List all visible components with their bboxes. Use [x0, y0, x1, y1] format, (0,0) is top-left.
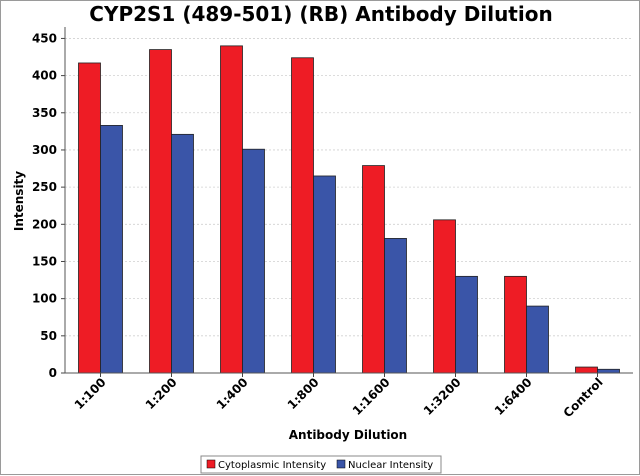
bar-nuclear [242, 148, 265, 374]
y-tick-label: 0 [49, 366, 57, 380]
x-tick-label: 1:6400 [492, 375, 535, 418]
legend-swatch-cytoplasmic [206, 459, 216, 469]
bar-nuclear [597, 368, 620, 374]
y-tick-label: 250 [32, 180, 57, 194]
x-axis-label: Antibody Dilution [289, 428, 407, 442]
legend-swatch-nuclear [336, 459, 346, 469]
x-tick-label: 1:3200 [421, 375, 464, 418]
chart-title: CYP2S1 (489-501) (RB) Antibody Dilution [89, 2, 552, 26]
bar-cytoplasmic [291, 57, 314, 374]
bar-nuclear [455, 275, 478, 374]
y-tick-label: 150 [32, 254, 57, 268]
grid-lines [65, 38, 633, 337]
x-tick-labels: 1:100 1:200 1:400 1:800 1:1600 1:3200 1:6400 Co… [72, 375, 606, 420]
bar-cytoplasmic [362, 165, 385, 374]
y-tick-label: 350 [32, 106, 57, 120]
legend: Cytoplasmic Intensity Nuclear Intensity [200, 455, 442, 474]
bars [78, 45, 620, 374]
y-tick-labels: 0 50 100 150 200 250 300 350 400 450 [32, 31, 57, 380]
y-tick-label: 400 [32, 69, 57, 83]
legend-label-nuclear: Nuclear Intensity [348, 460, 433, 471]
bar-nuclear [526, 305, 549, 374]
bar-cytoplasmic [575, 366, 598, 374]
bar-cytoplasmic [504, 275, 527, 374]
bar-cytoplasmic [220, 45, 243, 374]
bar-cytoplasmic [149, 49, 172, 374]
bar-nuclear [100, 125, 123, 374]
y-tick-label: 450 [32, 31, 57, 45]
x-tick-label: 1:100 [72, 375, 109, 412]
x-tick-label: 1:800 [285, 375, 322, 412]
y-tick-label: 200 [32, 217, 57, 231]
y-tick-label: 50 [40, 329, 57, 343]
bar-cytoplasmic [433, 219, 456, 374]
legend-label-cytoplasmic: Cytoplasmic Intensity [218, 460, 326, 471]
y-axis-label: Intensity [12, 171, 26, 231]
x-tick-label: 1:200 [143, 375, 180, 412]
axes [61, 27, 633, 377]
bar-nuclear [313, 175, 336, 374]
bar-nuclear [171, 133, 194, 374]
x-tick-label: 1:1600 [350, 375, 393, 418]
x-tick-label: Control [561, 375, 606, 420]
x-tick-label: 1:400 [214, 375, 251, 412]
bar-cytoplasmic [78, 62, 101, 374]
bar-nuclear [384, 238, 407, 374]
legend-box [200, 455, 442, 474]
y-tick-label: 300 [32, 143, 57, 157]
y-tick-label: 100 [32, 292, 57, 306]
